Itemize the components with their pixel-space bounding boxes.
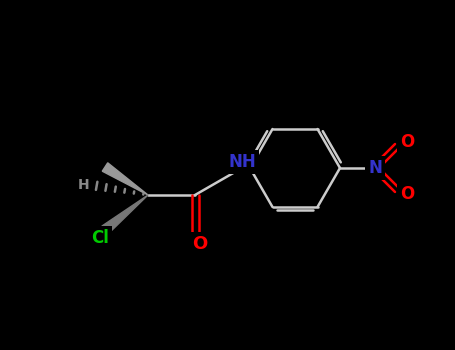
Text: O: O (400, 185, 414, 203)
Polygon shape (102, 195, 148, 234)
Text: O: O (400, 133, 414, 151)
Text: NH: NH (228, 153, 256, 171)
Text: N: N (368, 159, 382, 177)
Polygon shape (102, 163, 148, 195)
Text: H: H (78, 178, 90, 192)
Text: O: O (192, 235, 207, 253)
Text: Cl: Cl (91, 229, 109, 247)
